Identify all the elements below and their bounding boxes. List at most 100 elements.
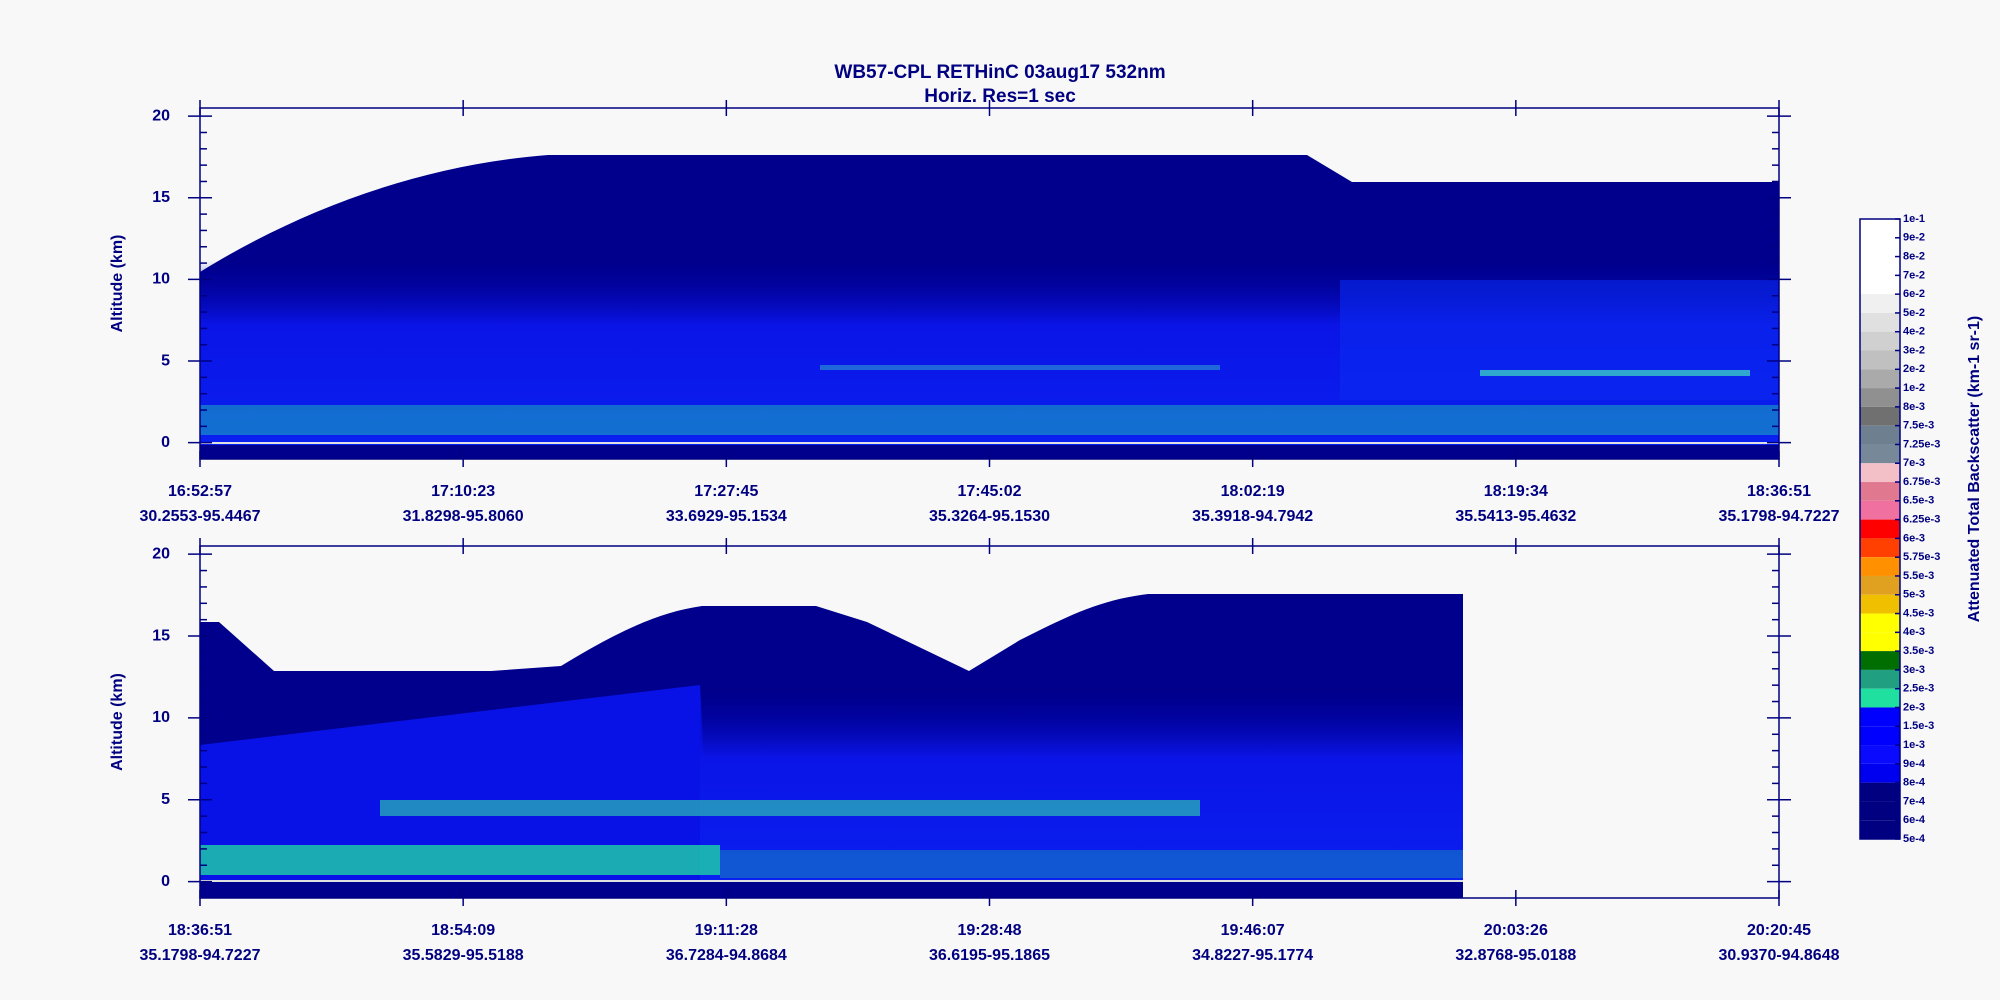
x-tick-label: 17:10:23 xyxy=(431,483,495,500)
y-axis-label: Altitude (km) xyxy=(109,235,126,333)
y-tick-label: 15 xyxy=(152,627,170,644)
y-tick-label: 20 xyxy=(152,107,170,124)
colorbar-swatch xyxy=(1860,256,1900,276)
colorbar-swatch xyxy=(1860,575,1900,595)
y-tick-label: 0 xyxy=(161,434,170,451)
colorbar-swatch xyxy=(1860,557,1900,576)
chart-title: WB57-CPL RETHinC 03aug17 532nm xyxy=(834,62,1165,83)
colorbar-swatch xyxy=(1860,669,1900,689)
x-location-label: 30.9370-94.8648 xyxy=(1719,947,1840,964)
colorbar-tick-label: 6e-2 xyxy=(1903,288,1925,300)
colorbar-swatch xyxy=(1860,444,1900,464)
colorbar-swatch xyxy=(1860,651,1900,670)
x-location-label: 36.6195-95.1865 xyxy=(929,947,1050,964)
x-location-label: 31.8298-95.8060 xyxy=(403,508,524,525)
colorbar-tick-label: 7e-2 xyxy=(1903,269,1925,281)
y-tick-label: 5 xyxy=(161,791,170,808)
colorbar-tick-label: 8e-3 xyxy=(1903,401,1925,413)
colorbar-tick-label: 9e-4 xyxy=(1903,758,1926,770)
x-tick-label: 17:27:45 xyxy=(694,483,758,500)
x-location-label: 35.3264-95.1530 xyxy=(929,508,1050,525)
y-tick-label: 5 xyxy=(161,352,170,369)
x-tick-label: 16:52:57 xyxy=(168,483,232,500)
colorbar-swatch xyxy=(1860,538,1900,558)
colorbar-tick-label: 8e-4 xyxy=(1903,777,1926,789)
colorbar-tick-label: 6e-3 xyxy=(1903,532,1925,544)
colorbar-swatch xyxy=(1860,275,1900,295)
colorbar-tick-label: 6.75e-3 xyxy=(1903,476,1940,488)
x-tick-label: 18:54:09 xyxy=(431,922,495,939)
colorbar-tick-label: 1e-1 xyxy=(1903,213,1925,225)
colorbar-swatch xyxy=(1860,369,1900,389)
chart-subtitle: Horiz. Res=1 sec xyxy=(924,86,1076,107)
colorbar-tick-label: 6.5e-3 xyxy=(1903,495,1934,507)
x-tick-label: 18:19:34 xyxy=(1484,483,1548,500)
colorbar-swatch xyxy=(1860,388,1900,407)
x-tick-label: 20:03:26 xyxy=(1484,922,1548,939)
colorbar-swatch xyxy=(1860,519,1900,539)
x-location-label: 30.2553-95.4467 xyxy=(140,508,261,525)
y-axis-label: Altitude (km) xyxy=(109,673,126,771)
y-tick-label: 10 xyxy=(152,709,170,726)
colorbar-tick-label: 2e-3 xyxy=(1903,701,1925,713)
colorbar-tick-label: 3.5e-3 xyxy=(1903,645,1934,657)
colorbar-swatch xyxy=(1860,406,1900,426)
x-tick-label: 18:36:51 xyxy=(168,922,232,939)
colorbar-tick-label: 5e-3 xyxy=(1903,589,1925,601)
x-tick-label: 19:28:48 xyxy=(957,922,1021,939)
colorbar-tick-label: 1e-2 xyxy=(1903,382,1925,394)
colorbar-tick-label: 5.5e-3 xyxy=(1903,570,1934,582)
curtain-image xyxy=(200,594,1463,898)
colorbar-tick-label: 4e-3 xyxy=(1903,626,1925,638)
colorbar-swatch xyxy=(1860,482,1900,501)
colorbar-swatch xyxy=(1860,726,1900,746)
colorbar-tick-label: 5.75e-3 xyxy=(1903,551,1940,563)
colorbar-tick-label: 1.5e-3 xyxy=(1903,720,1934,732)
colorbar-tick-label: 7e-4 xyxy=(1903,795,1926,807)
colorbar-swatch xyxy=(1860,425,1900,445)
x-location-label: 36.7284-94.8684 xyxy=(666,947,787,964)
colorbar-swatch xyxy=(1860,463,1900,483)
colorbar-tick-label: 5e-2 xyxy=(1903,307,1925,319)
colorbar-tick-label: 9e-2 xyxy=(1903,232,1925,244)
colorbar-swatch xyxy=(1860,294,1900,313)
colorbar-swatch xyxy=(1860,350,1900,370)
colorbar-swatch xyxy=(1860,331,1900,351)
x-location-label: 33.6929-95.1534 xyxy=(666,508,787,525)
x-tick-label: 20:20:45 xyxy=(1747,922,1811,939)
colorbar-swatch xyxy=(1860,594,1900,614)
colorbar-tick-label: 8e-2 xyxy=(1903,250,1925,262)
colorbar-label: Attenuated Total Backscatter (km-1 sr-1) xyxy=(1966,316,1983,622)
x-location-label: 35.1798-94.7227 xyxy=(140,947,261,964)
y-tick-label: 20 xyxy=(152,545,170,562)
colorbar-swatch xyxy=(1860,237,1900,257)
colorbar-frame xyxy=(1859,218,1901,840)
colorbar-tick-label: 4.5e-3 xyxy=(1903,607,1934,619)
colorbar-swatch xyxy=(1860,632,1900,652)
colorbar-tick-label: 5e-4 xyxy=(1903,833,1926,845)
colorbar-tick-label: 7.25e-3 xyxy=(1903,438,1940,450)
colorbar-swatch xyxy=(1860,312,1900,332)
x-location-label: 35.5829-95.5188 xyxy=(403,947,524,964)
x-location-label: 35.3918-94.7942 xyxy=(1192,508,1313,525)
colorbar-tick-label: 7.5e-3 xyxy=(1903,420,1934,432)
x-tick-label: 18:02:19 xyxy=(1221,483,1285,500)
x-tick-label: 18:36:51 xyxy=(1747,483,1811,500)
x-location-label: 35.5413-95.4632 xyxy=(1455,508,1576,525)
x-tick-label: 19:46:07 xyxy=(1221,922,1285,939)
colorbar-swatch xyxy=(1860,219,1900,238)
colorbar-tick-label: 2.5e-3 xyxy=(1903,683,1934,695)
colorbar-tick-label: 7e-3 xyxy=(1903,457,1925,469)
x-location-label: 35.1798-94.7227 xyxy=(1719,508,1840,525)
colorbar-swatch xyxy=(1860,745,1900,764)
colorbar-tick-label: 3e-3 xyxy=(1903,664,1925,676)
colorbar-swatch xyxy=(1860,707,1900,727)
colorbar-swatch xyxy=(1860,801,1900,821)
y-tick-label: 15 xyxy=(152,189,170,206)
colorbar-swatch xyxy=(1860,763,1900,783)
colorbar-swatch xyxy=(1860,820,1900,839)
colorbar-swatch xyxy=(1860,688,1900,708)
x-location-label: 32.8768-95.0188 xyxy=(1455,947,1576,964)
